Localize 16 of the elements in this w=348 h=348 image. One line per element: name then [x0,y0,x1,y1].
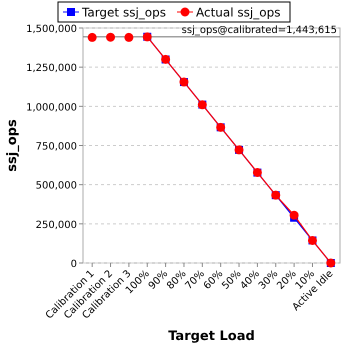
y-tick-label: 0 [70,259,77,270]
x-axis-title: Target Load [168,329,255,344]
y-tick-label: 1,000,000 [26,102,77,114]
point [88,32,97,42]
point [290,210,299,220]
legend-label: Target ssj_ops [81,6,166,20]
y-tick-label: 1,250,000 [26,63,77,74]
y-tick-label: 750,000 [36,142,77,152]
y-tick-label: 500,000 [36,180,77,192]
legend-label: Actual ssj_ops [196,6,280,20]
y-tick-label: 1,500,000 [26,24,77,35]
ref-line-label: ssj_ops@calibrated=1,443,615 [182,24,337,36]
point [124,32,134,42]
point [106,32,116,42]
y-tick-label: 250,000 [36,220,77,231]
y-axis-title: ssj_ops [5,119,20,172]
